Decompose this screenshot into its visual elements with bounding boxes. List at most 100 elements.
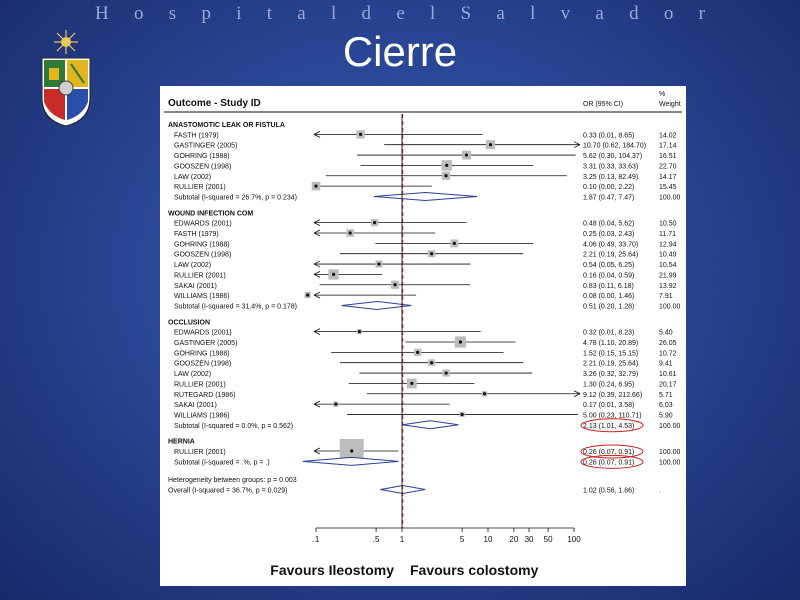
weight: 5.71	[659, 392, 673, 399]
header-letter: l	[430, 3, 436, 24]
study-label: WILLIAMS (1986)	[174, 293, 230, 300]
subtotal-diamond	[402, 420, 459, 430]
or-ci: 5.00 (0.23, 110.71)	[583, 412, 642, 419]
or-ci: 2.21 (0.19, 25.64)	[583, 361, 638, 368]
study-label: LAW (2002)	[174, 371, 211, 378]
or-ci: 0.48 (0.04, 5.62)	[583, 221, 634, 228]
study-label: GOHRING (1988)	[174, 153, 230, 160]
or-ci: 4.06 (0.49, 33.70)	[583, 241, 638, 248]
header-letter: a	[496, 3, 505, 24]
or-ci: 0.83 (0.11, 6.18)	[583, 283, 634, 290]
x-tick-label: 1	[400, 535, 405, 544]
study-label: GOOSZEN (1998)	[174, 252, 231, 259]
weight: 5.40	[659, 330, 673, 337]
highlight-ellipse	[580, 454, 644, 469]
overall-label: Overall (I-squared = 36.7%, p = 0.029)	[168, 488, 287, 495]
or-ci: 9.12 (0.39, 212.66)	[583, 392, 642, 399]
header-letter: t	[266, 3, 273, 24]
ci-arrow-right	[573, 390, 581, 398]
study-label: EDWARDS (2001)	[174, 330, 232, 337]
header-letter: p	[201, 3, 211, 24]
ci-arrow-left	[313, 400, 321, 408]
subtotal-weight: 100.00	[659, 459, 681, 466]
study-label: RULLIER (2001)	[174, 272, 226, 279]
header-letter: i	[236, 3, 242, 24]
study-label: LAW (2002)	[174, 262, 211, 269]
or-ci: 0.33 (0.01, 8.65)	[583, 132, 634, 139]
highlight-ellipse	[580, 444, 644, 459]
study-label: GOHRING (1988)	[174, 350, 230, 357]
study-label: RUTEGARD (1986)	[174, 392, 235, 399]
ci-arrow-left	[313, 271, 321, 278]
study-label: FASTH (1979)	[174, 231, 219, 238]
point-estimate	[416, 350, 420, 354]
header-letter: v	[560, 3, 571, 24]
point-estimate	[393, 283, 397, 287]
weight: 10.61	[659, 371, 677, 378]
or-ci: 3.26 (0.32, 32.79)	[583, 371, 638, 378]
point-estimate	[488, 143, 493, 147]
study-label: SAKAI (2001)	[174, 402, 217, 409]
x-tick-label: 5	[460, 535, 465, 544]
group-name: OCCLUSION	[168, 319, 210, 326]
ci-arrow-left	[313, 229, 321, 237]
point-estimate	[445, 163, 449, 167]
point-estimate	[460, 412, 464, 417]
or-ci: 0.26 (0.07, 0.91)	[583, 449, 634, 456]
group-name: HERNIA	[168, 439, 195, 446]
ci-arrow-left	[313, 260, 321, 268]
highlight-ellipse	[580, 418, 644, 433]
ci-arrow-left	[313, 328, 321, 336]
weight: 14.02	[659, 132, 677, 139]
or-ci: 0.32 (0.01, 8.23)	[583, 330, 634, 337]
point-estimate	[458, 340, 463, 344]
subtotal-label: Subtotal (I-squared = .%, p = .)	[174, 459, 270, 466]
or-ci: 0.54 (0.05, 6.25)	[583, 262, 634, 269]
point-estimate	[306, 293, 310, 297]
subtotal-label: Subtotal (I-squared = 0.0%, p = 0.562)	[174, 423, 293, 430]
subtotal-ci: 0.26 (0.07, 0.91)	[583, 459, 634, 466]
forest-plot: Outcome - Study ID OR (95% CI)% Weight ANAS…	[164, 91, 682, 578]
header-letter: r	[698, 3, 705, 24]
header-letter: o	[134, 3, 144, 24]
weight: 21.99	[659, 272, 677, 279]
weight: 14.17	[659, 174, 677, 181]
group-name: WOUND INFECTION COM	[168, 210, 253, 217]
ci-arrow-left	[313, 291, 321, 299]
x-tick-label: 100	[567, 535, 581, 544]
point-estimate	[331, 272, 336, 276]
or-ci: 0.16 (0.04, 0.59)	[583, 272, 634, 279]
subtotal-weight: 100.00	[659, 303, 681, 310]
weight: 13.92	[659, 283, 677, 290]
or-ci: 2.21 (0.19, 25.64)	[583, 252, 638, 259]
weight: 5.90	[659, 412, 673, 419]
or-ci: 0.25 (0.03, 2.43)	[583, 231, 634, 238]
study-label: RULLIER (2001)	[174, 449, 226, 456]
study-label: EDWARDS (2001)	[174, 221, 232, 228]
header-weight-1: %	[659, 91, 665, 98]
weight: 10.72	[659, 350, 677, 357]
subtotal-ci: 2.13 (1.01, 4.53)	[583, 423, 634, 430]
header-letter: l	[331, 3, 337, 24]
favours-left: Favours Ileostomy	[270, 562, 394, 578]
subtotal-label: Subtotal (I-squared = 31.4%, p = 0.178)	[174, 303, 297, 310]
weight: 7.91	[659, 293, 673, 300]
or-ci: 3.25 (0.13, 82.49)	[583, 174, 638, 181]
study-label: RULLIER (2001)	[174, 184, 226, 191]
point-estimate	[334, 402, 338, 406]
x-tick-label: 50	[544, 535, 553, 544]
point-estimate	[357, 330, 362, 334]
or-ci: 10.70 (0.62, 184.70)	[583, 143, 646, 150]
study-label: WILLIAMS (1986)	[174, 412, 230, 419]
slide-title: Cierre	[342, 28, 458, 75]
heterogeneity-note: Heterogeneity between groups: p = 0.003	[168, 477, 297, 484]
ci-arrow-left	[313, 130, 321, 138]
study-label: LAW (2002)	[174, 174, 211, 181]
point-estimate	[377, 262, 381, 266]
header-letter: S	[460, 3, 472, 24]
x-tick-label: 10	[484, 535, 493, 544]
weight: 20.17	[659, 381, 677, 388]
overall-diamond	[380, 485, 426, 495]
point-estimate	[444, 371, 448, 375]
